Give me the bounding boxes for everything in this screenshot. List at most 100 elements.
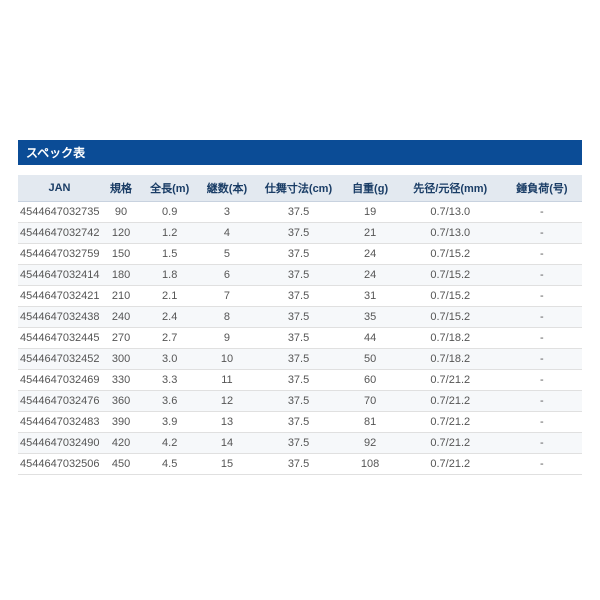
- table-cell: 4544647032469: [18, 370, 101, 391]
- table-row: 45446470324833903.91337.5810.7/21.2-: [18, 412, 582, 433]
- table-row: 45446470324523003.01037.5500.7/18.2-: [18, 349, 582, 370]
- table-cell: 120: [101, 223, 141, 244]
- table-cell: 0.7/21.2: [399, 391, 502, 412]
- table-cell: 37.5: [256, 307, 342, 328]
- table-cell: 11: [198, 370, 255, 391]
- table-cell: 13: [198, 412, 255, 433]
- table-cell: 3: [198, 202, 255, 223]
- table-cell: 60: [341, 370, 398, 391]
- table-cell: 37.5: [256, 328, 342, 349]
- table-cell: 270: [101, 328, 141, 349]
- table-cell: 37.5: [256, 454, 342, 475]
- col-header-weight: 自重(g): [341, 175, 398, 202]
- col-header-closed-length: 仕舞寸法(cm): [256, 175, 342, 202]
- table-cell: 37.5: [256, 223, 342, 244]
- table-cell: 1.8: [141, 265, 198, 286]
- table-row: 45446470325064504.51537.51080.7/21.2-: [18, 454, 582, 475]
- table-cell: 300: [101, 349, 141, 370]
- table-cell: 450: [101, 454, 141, 475]
- table-cell: 0.7/13.0: [399, 202, 502, 223]
- table-cell: 0.7/18.2: [399, 328, 502, 349]
- table-cell: 150: [101, 244, 141, 265]
- table-cell: 37.5: [256, 265, 342, 286]
- col-header-diameter: 先径/元径(mm): [399, 175, 502, 202]
- table-cell: -: [502, 433, 582, 454]
- table-row: 4544647032735900.9337.5190.7/13.0-: [18, 202, 582, 223]
- table-cell: 4544647032759: [18, 244, 101, 265]
- table-cell: 4544647032452: [18, 349, 101, 370]
- table-cell: 3.3: [141, 370, 198, 391]
- table-cell: 7: [198, 286, 255, 307]
- table-cell: 0.7/13.0: [399, 223, 502, 244]
- table-cell: -: [502, 349, 582, 370]
- table-cell: 4544647032421: [18, 286, 101, 307]
- table-cell: 90: [101, 202, 141, 223]
- table-row: 45446470324904204.21437.5920.7/21.2-: [18, 433, 582, 454]
- table-cell: 37.5: [256, 412, 342, 433]
- table-cell: 4: [198, 223, 255, 244]
- table-cell: 4544647032490: [18, 433, 101, 454]
- table-row: 45446470324693303.31137.5600.7/21.2-: [18, 370, 582, 391]
- table-cell: 180: [101, 265, 141, 286]
- table-cell: 3.9: [141, 412, 198, 433]
- table-cell: 92: [341, 433, 398, 454]
- table-row: 45446470327421201.2437.5210.7/13.0-: [18, 223, 582, 244]
- table-cell: -: [502, 286, 582, 307]
- table-cell: -: [502, 454, 582, 475]
- table-cell: 0.7/21.2: [399, 412, 502, 433]
- spec-table: JAN 規格 全長(m) 継数(本) 仕舞寸法(cm) 自重(g) 先径/元径(…: [18, 175, 582, 475]
- table-row: 45446470324141801.8637.5240.7/15.2-: [18, 265, 582, 286]
- spec-table-container: スペック表 JAN 規格 全長(m) 継数(本) 仕舞寸法(cm) 自重(g) …: [0, 0, 600, 475]
- table-cell: 2.1: [141, 286, 198, 307]
- table-body: 4544647032735900.9337.5190.7/13.0-454464…: [18, 202, 582, 475]
- table-cell: 4544647032445: [18, 328, 101, 349]
- table-cell: 0.7/15.2: [399, 307, 502, 328]
- table-cell: 330: [101, 370, 141, 391]
- table-row: 45446470324452702.7937.5440.7/18.2-: [18, 328, 582, 349]
- table-cell: 37.5: [256, 349, 342, 370]
- table-cell: 31: [341, 286, 398, 307]
- table-cell: 360: [101, 391, 141, 412]
- table-cell: 0.7/15.2: [399, 244, 502, 265]
- table-cell: -: [502, 223, 582, 244]
- table-cell: -: [502, 244, 582, 265]
- table-cell: 0.7/15.2: [399, 286, 502, 307]
- table-cell: 15: [198, 454, 255, 475]
- table-cell: 1.5: [141, 244, 198, 265]
- table-cell: 4544647032742: [18, 223, 101, 244]
- table-cell: 4.2: [141, 433, 198, 454]
- col-header-load: 錘負荷(号): [502, 175, 582, 202]
- table-cell: 4544647032506: [18, 454, 101, 475]
- table-cell: 8: [198, 307, 255, 328]
- table-cell: 108: [341, 454, 398, 475]
- table-cell: 0.7/15.2: [399, 265, 502, 286]
- table-cell: 70: [341, 391, 398, 412]
- table-cell: 2.4: [141, 307, 198, 328]
- table-cell: 4544647032483: [18, 412, 101, 433]
- table-cell: 0.7/21.2: [399, 433, 502, 454]
- table-cell: 37.5: [256, 202, 342, 223]
- table-cell: 24: [341, 265, 398, 286]
- table-cell: 1.2: [141, 223, 198, 244]
- table-cell: 14: [198, 433, 255, 454]
- table-cell: 24: [341, 244, 398, 265]
- table-cell: 4544647032735: [18, 202, 101, 223]
- table-header: JAN 規格 全長(m) 継数(本) 仕舞寸法(cm) 自重(g) 先径/元径(…: [18, 175, 582, 202]
- table-row: 45446470324382402.4837.5350.7/15.2-: [18, 307, 582, 328]
- table-cell: 4544647032438: [18, 307, 101, 328]
- table-cell: 420: [101, 433, 141, 454]
- table-cell: -: [502, 412, 582, 433]
- table-cell: -: [502, 391, 582, 412]
- table-cell: 35: [341, 307, 398, 328]
- table-cell: 210: [101, 286, 141, 307]
- table-cell: 44: [341, 328, 398, 349]
- table-cell: 9: [198, 328, 255, 349]
- table-cell: -: [502, 265, 582, 286]
- table-cell: 10: [198, 349, 255, 370]
- table-cell: 37.5: [256, 391, 342, 412]
- table-cell: 6: [198, 265, 255, 286]
- table-row: 45446470324212102.1737.5310.7/15.2-: [18, 286, 582, 307]
- table-cell: -: [502, 202, 582, 223]
- table-cell: 3.6: [141, 391, 198, 412]
- table-cell: 4544647032414: [18, 265, 101, 286]
